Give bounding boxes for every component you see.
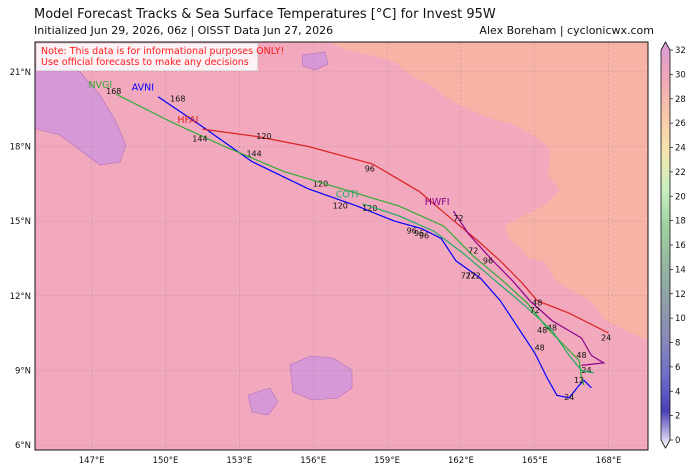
forecast-hour-label: 96 bbox=[419, 232, 429, 241]
lon-tick-label: 162°E bbox=[448, 456, 474, 466]
chart-subtitle: Initialized Jun 29, 2026, 06z | OISST Da… bbox=[34, 24, 334, 37]
lon-tick-label: 168°E bbox=[596, 456, 622, 466]
lon-tick-label: 156°E bbox=[300, 456, 326, 466]
disclaimer-notice: Note: This data is for informational pur… bbox=[36, 43, 285, 71]
forecast-hour-label: 72 bbox=[468, 246, 478, 255]
colorbar-tick-label: 20 bbox=[675, 192, 686, 202]
lat-tick-label: 15°N bbox=[10, 217, 31, 227]
forecast-hour-label: 72 bbox=[453, 214, 463, 223]
forecast-hour-label: 48 bbox=[537, 326, 547, 335]
forecast-hour-label: 48 bbox=[535, 343, 545, 352]
colorbar-tick-label: 14 bbox=[675, 265, 686, 275]
forecast-hour-label: 120 bbox=[313, 179, 328, 188]
track-name-nvgi: NVGI bbox=[88, 80, 112, 91]
disclaimer-line-2: Use official forecasts to make any decis… bbox=[41, 57, 249, 68]
lat-tick-label: 9°N bbox=[15, 366, 31, 376]
forecast-hour-label: 72 bbox=[461, 271, 471, 280]
colorbar-tick-label: 26 bbox=[675, 119, 686, 129]
track-name-hfai: HFAI bbox=[177, 115, 198, 126]
lat-tick-label: 6°N bbox=[15, 441, 31, 451]
forecast-hour-label: 120 bbox=[362, 204, 377, 213]
longitude-labels: 147°E 150°E 153°E 156°E 159°E 162°E 165°E 168°E bbox=[79, 456, 622, 466]
track-name-hwfi: HWFI bbox=[425, 197, 450, 208]
lat-tick-label: 12°N bbox=[10, 292, 31, 302]
colorbar-body bbox=[660, 41, 671, 449]
track-line-nvgi bbox=[115, 93, 585, 386]
colorbar-tick-label: 24 bbox=[675, 144, 686, 154]
latitude-labels: 21°N 18°N 15°N 12°N 9°N 6°N bbox=[10, 68, 31, 451]
colorbar-tick-label: 30 bbox=[675, 70, 686, 80]
forecast-hour-label: 96 bbox=[414, 229, 424, 238]
lon-tick-label: 159°E bbox=[374, 456, 400, 466]
forecast-hour-label: 168 bbox=[106, 87, 121, 96]
colorbar-tick-label: 22 bbox=[675, 168, 686, 178]
track-line-avni bbox=[157, 96, 592, 399]
forecast-hour-label: 168 bbox=[170, 95, 185, 104]
lon-tick-label: 147°E bbox=[79, 456, 105, 466]
cool-sst-region-southwest bbox=[247, 387, 279, 416]
colorbar-tick-label: 4 bbox=[675, 387, 680, 397]
lat-tick-label: 21°N bbox=[10, 68, 31, 78]
forecast-hour-label: 12 bbox=[574, 376, 584, 385]
forecast-hour-label: 72 bbox=[530, 306, 540, 315]
forecast-hour-label: 120 bbox=[256, 132, 271, 141]
colorbar-tick-label: 32 bbox=[675, 46, 686, 56]
colorbar-tick-label: 6 bbox=[675, 363, 680, 373]
warm-sst-region bbox=[330, 42, 648, 340]
forecast-hour-label: 48 bbox=[547, 324, 557, 333]
colorbar-tick-label: 16 bbox=[675, 241, 686, 251]
track-name-coti: COTI bbox=[336, 190, 359, 201]
colorbar-tick-label: 18 bbox=[675, 217, 686, 227]
track-name-avni: AVNI bbox=[132, 83, 154, 94]
forecast-hour-label: 120 bbox=[333, 202, 348, 211]
colorbar-tick-label: 0 bbox=[675, 436, 680, 446]
forecast-hour-label: 24 bbox=[581, 366, 591, 375]
forecast-hour-label: 48 bbox=[576, 351, 586, 360]
forecast-hour-label: 24 bbox=[601, 334, 611, 343]
chart-title: Model Forecast Tracks & Sea Surface Temp… bbox=[34, 7, 496, 22]
lon-tick-label: 165°E bbox=[522, 456, 548, 466]
map-frame bbox=[34, 41, 649, 451]
forecast-hour-label: 144 bbox=[246, 149, 261, 158]
author-credit: Alex Boreham | cyclonicwx.com bbox=[479, 24, 654, 37]
cool-sst-region-south bbox=[289, 355, 353, 401]
forecast-hour-label: 96 bbox=[483, 256, 493, 265]
colorbar-tick-label: 12 bbox=[675, 290, 686, 300]
cool-sst-region-north bbox=[301, 51, 329, 71]
forecast-hour-label: 72 bbox=[471, 271, 481, 280]
track-line-hwfi bbox=[452, 210, 606, 366]
forecast-hour-label: 96 bbox=[365, 164, 375, 173]
forecast-hour-label: 24 bbox=[564, 393, 574, 402]
colorbar-tick-label: 28 bbox=[675, 95, 686, 105]
disclaimer-line-1: Note: This data is for informational pur… bbox=[41, 46, 285, 57]
lat-tick-label: 18°N bbox=[10, 142, 31, 152]
track-name-labels: AVNI NVGI HFAI HWFI COTI bbox=[88, 80, 449, 208]
colorbar-tick-label: 10 bbox=[675, 314, 686, 324]
forecast-hour-label: 96 bbox=[407, 227, 417, 236]
forecast-hour-label: 48 bbox=[532, 299, 542, 308]
lon-tick-label: 150°E bbox=[153, 456, 179, 466]
colorbar-tick-label: 2 bbox=[675, 412, 680, 422]
forecast-hour-label: 144 bbox=[192, 135, 207, 144]
colorbar-tick-label: 8 bbox=[675, 339, 680, 349]
forecast-hour-label: 72 bbox=[466, 271, 476, 280]
lat-lon-grid bbox=[35, 42, 648, 450]
track-line-coti bbox=[362, 203, 594, 374]
track-line-hfai bbox=[202, 128, 609, 334]
forecast-tracks: 1681441209672482416814412072481209672482… bbox=[106, 87, 611, 402]
lon-tick-label: 153°E bbox=[226, 456, 252, 466]
